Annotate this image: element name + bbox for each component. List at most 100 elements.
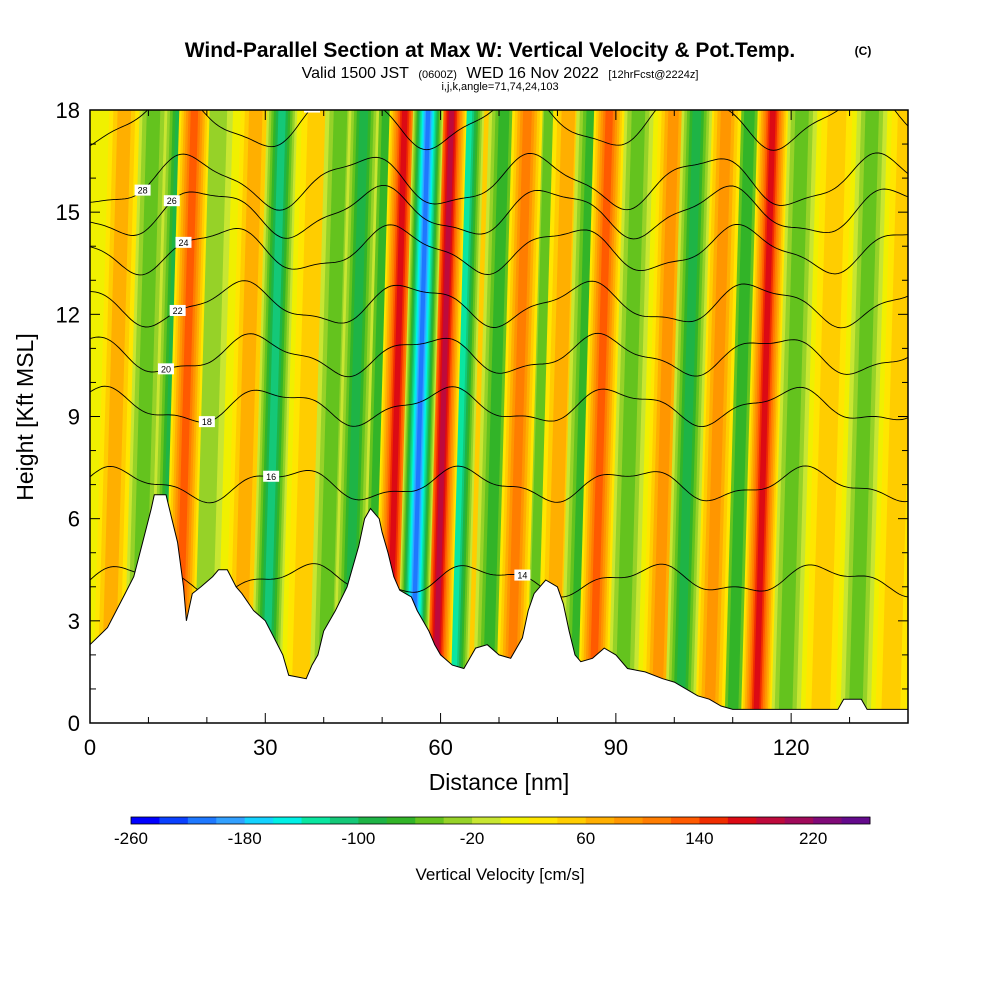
contour-label-bg — [163, 195, 180, 207]
velocity-band-level — [704, 110, 732, 723]
colorbar-swatch — [727, 817, 757, 824]
velocity-band — [875, 110, 908, 723]
colorbar-swatch — [301, 817, 331, 824]
velocity-band — [250, 110, 298, 723]
y-tick-label: 6 — [68, 507, 80, 532]
velocity-band — [664, 110, 713, 723]
theta-contour-line — [90, 280, 908, 329]
x-tick-label: 60 — [428, 735, 452, 760]
velocity-band — [717, 110, 765, 723]
colorbar-tick-label: 140 — [685, 829, 713, 848]
velocity-band — [805, 110, 853, 723]
x-tick-label: 30 — [253, 735, 277, 760]
velocity-band — [740, 110, 789, 723]
colorbar: -260 -180 -100 -20 60 140 220 — [114, 816, 871, 848]
colorbar-swatch — [756, 817, 786, 824]
terrain — [90, 494, 908, 723]
velocity-band — [495, 110, 543, 723]
x-tick-label: 90 — [604, 735, 628, 760]
contour-label: 16 — [266, 472, 276, 482]
y-tick-label: 9 — [68, 405, 80, 430]
velocity-band — [840, 110, 888, 723]
colorbar-frame — [130, 816, 871, 825]
theta-contour-line — [90, 223, 908, 276]
velocity-band-level — [432, 110, 455, 723]
colorbar-swatch — [244, 817, 274, 824]
velocity-band-level — [482, 110, 510, 723]
velocity-band — [472, 110, 520, 723]
velocity-band — [606, 110, 654, 723]
y-axis-label: Height [Kft MSL] — [12, 333, 38, 500]
velocity-band-level — [100, 110, 132, 723]
valid-time: Valid 1500 JST — [302, 65, 410, 82]
velocity-band — [577, 110, 625, 723]
y-axis: 0 3 6 9 12 15 18 — [56, 98, 908, 736]
velocity-band-level — [544, 110, 576, 723]
forecast-info: [12hrFcst@2224z] — [608, 69, 698, 81]
colorbar-tick-label: 220 — [799, 829, 827, 848]
contour-label-bg — [198, 416, 215, 428]
chart-subtitle: Valid 1500 JST (0600Z) WED 16 Nov 2022 [… — [302, 65, 699, 82]
contour-label: 22 — [173, 306, 183, 316]
theta-contour-line — [90, 152, 908, 211]
theta-contours: 14 16 18 20 22 24 26 28 30 — [90, 103, 908, 598]
y-tick-label: 18 — [56, 98, 80, 123]
colorbar-swatch — [273, 817, 303, 824]
colorbar-swatch — [472, 817, 501, 824]
colorbar-swatch — [642, 817, 672, 824]
contour-label-bg — [175, 236, 192, 248]
velocity-band-level — [753, 110, 776, 723]
x-tick-label: 0 — [84, 735, 96, 760]
colorbar-swatch — [159, 817, 189, 824]
colorbar-swatch — [671, 817, 700, 824]
contour-label: 30 — [307, 103, 317, 113]
y-tick-label: 15 — [56, 200, 80, 225]
copyright-mark: (C) — [855, 44, 872, 58]
colorbar-tick-label: -100 — [341, 829, 375, 848]
velocity-band-level — [727, 110, 755, 723]
colorbar-swatch — [699, 817, 729, 824]
velocity-band-level — [290, 110, 327, 723]
contour-label: 20 — [161, 364, 171, 374]
x-axis: 0 30 60 90 120 — [84, 110, 909, 760]
colorbar-swatch — [841, 817, 871, 824]
plot-area: 14 16 18 20 22 24 26 28 30 — [90, 103, 908, 723]
valid-date: WED 16 Nov 2022 — [466, 65, 599, 82]
colorbar-tick-label: 60 — [576, 829, 595, 848]
velocity-band-level — [409, 110, 431, 723]
theta-contour-line — [90, 184, 908, 240]
colorbar-swatch — [813, 817, 843, 824]
contour-label-bg — [157, 363, 174, 375]
y-tick-label: 12 — [56, 302, 80, 327]
y-tick-label: 0 — [68, 711, 80, 736]
contour-label-bg — [304, 110, 321, 113]
chart-title: Wind-Parallel Section at Max W: Vertical… — [185, 39, 796, 62]
y-tick-label: 3 — [68, 609, 80, 634]
theta-contour-line — [90, 110, 908, 151]
contour-label-bg — [263, 470, 280, 482]
contour-label-bg — [134, 184, 151, 196]
colorbar-swatch — [415, 817, 445, 824]
colorbar-swatch — [329, 817, 359, 824]
velocity-band — [770, 110, 818, 723]
velocity-band — [419, 110, 467, 723]
velocity-band-level — [614, 110, 646, 723]
velocity-band-level — [675, 110, 702, 723]
colorbar-swatch — [500, 817, 530, 824]
velocity-band — [396, 110, 444, 723]
velocity-band — [694, 110, 742, 723]
x-tick-label: 120 — [773, 735, 810, 760]
colorbar-swatch — [187, 817, 217, 824]
colorbar-swatch — [443, 817, 473, 824]
colorbar-swatch — [557, 817, 587, 824]
colorbar-swatch — [614, 817, 644, 824]
contour-label-bg — [169, 304, 186, 316]
contour-label: 14 — [517, 571, 527, 581]
velocity-band — [536, 110, 584, 723]
velocity-band — [223, 110, 272, 723]
velocity-band-level — [506, 110, 532, 723]
colorbar-swatch — [358, 817, 388, 824]
velocity-band — [641, 110, 689, 723]
velocity-band-level — [848, 110, 879, 723]
